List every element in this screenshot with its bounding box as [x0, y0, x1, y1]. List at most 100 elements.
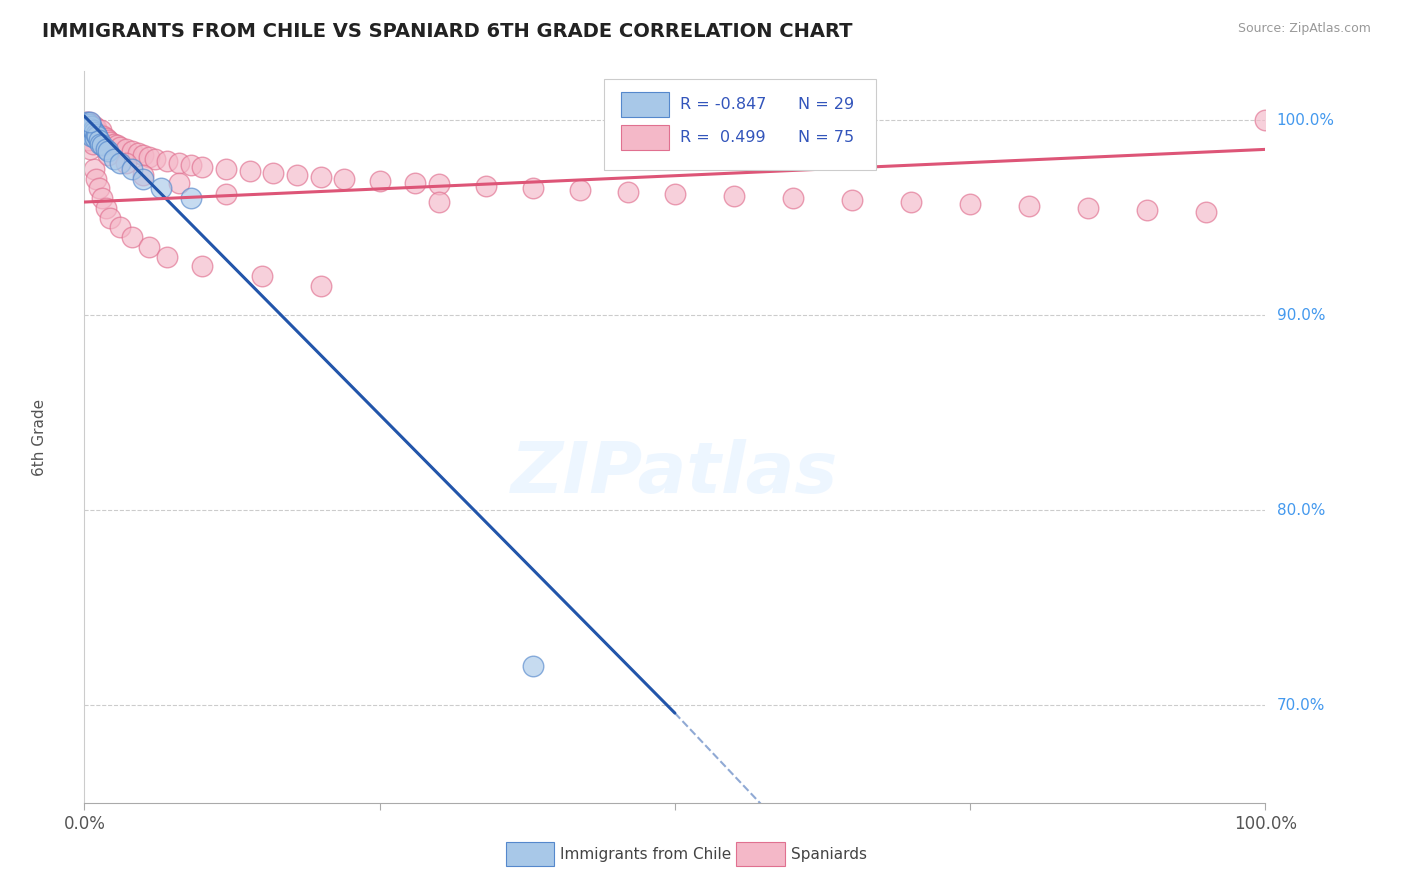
Point	[91, 191, 114, 205]
Point	[77, 123, 100, 137]
Point	[180, 191, 202, 205]
Point	[84, 127, 107, 141]
Point	[215, 161, 238, 176]
Point	[76, 117, 98, 131]
Point	[80, 117, 103, 131]
Point	[108, 156, 131, 170]
FancyBboxPatch shape	[506, 842, 554, 866]
Point	[80, 128, 103, 143]
Point	[82, 123, 104, 137]
Text: 100.0%: 100.0%	[1277, 112, 1334, 128]
Point	[79, 127, 101, 141]
Point	[664, 187, 686, 202]
Point	[75, 115, 97, 129]
Point	[83, 119, 105, 133]
Point	[84, 171, 107, 186]
Text: R = -0.847: R = -0.847	[679, 96, 766, 112]
Point	[79, 120, 101, 135]
Point	[143, 152, 166, 166]
Point	[138, 150, 160, 164]
Point	[77, 120, 100, 135]
Point	[108, 220, 131, 235]
Point	[97, 145, 120, 159]
Point	[121, 230, 143, 244]
Point	[80, 119, 103, 133]
Point	[94, 130, 117, 145]
Point	[114, 156, 136, 170]
Point	[86, 128, 108, 143]
Point	[94, 201, 117, 215]
Text: Source: ZipAtlas.com: Source: ZipAtlas.com	[1237, 22, 1371, 36]
Point	[97, 148, 120, 162]
FancyBboxPatch shape	[737, 842, 785, 866]
Point	[108, 140, 131, 154]
Point	[84, 120, 107, 135]
Point	[94, 142, 117, 156]
Point	[87, 181, 110, 195]
Point	[114, 142, 136, 156]
Point	[87, 133, 110, 147]
Point	[82, 123, 104, 137]
Point	[522, 659, 544, 673]
Point	[132, 171, 155, 186]
Point	[75, 117, 97, 131]
Point	[76, 115, 98, 129]
Point	[103, 152, 125, 166]
Point	[76, 119, 98, 133]
Point	[91, 128, 114, 143]
Point	[309, 279, 332, 293]
Text: ZIPatlas: ZIPatlas	[512, 439, 838, 508]
Point	[121, 161, 143, 176]
Text: IMMIGRANTS FROM CHILE VS SPANIARD 6TH GRADE CORRELATION CHART: IMMIGRANTS FROM CHILE VS SPANIARD 6TH GR…	[42, 22, 852, 41]
Point	[180, 158, 202, 172]
Point	[90, 123, 112, 137]
Point	[959, 197, 981, 211]
Text: 80.0%: 80.0%	[1277, 503, 1324, 517]
Text: Spaniards: Spaniards	[790, 847, 866, 862]
Text: 90.0%: 90.0%	[1277, 308, 1324, 323]
Text: Immigrants from Chile: Immigrants from Chile	[561, 847, 731, 862]
FancyBboxPatch shape	[605, 78, 876, 170]
Point	[427, 195, 450, 210]
Point	[107, 138, 129, 153]
Point	[91, 138, 114, 153]
Point	[156, 250, 179, 264]
Point	[89, 136, 111, 151]
Point	[1077, 201, 1099, 215]
Point	[150, 181, 173, 195]
Point	[569, 183, 592, 197]
Point	[84, 130, 107, 145]
Point	[97, 133, 120, 147]
Point	[1254, 113, 1277, 128]
Point	[191, 160, 214, 174]
Point	[132, 148, 155, 162]
Point	[239, 164, 262, 178]
Point	[77, 115, 100, 129]
Point	[156, 154, 179, 169]
Point	[841, 193, 863, 207]
Point	[77, 133, 100, 147]
Point	[262, 166, 284, 180]
Point	[167, 156, 190, 170]
Point	[215, 187, 238, 202]
Point	[404, 176, 426, 190]
Point	[723, 189, 745, 203]
Point	[103, 136, 125, 151]
Point	[132, 168, 155, 182]
Point	[138, 240, 160, 254]
Point	[191, 260, 214, 274]
Point	[84, 125, 107, 139]
Point	[83, 161, 105, 176]
FancyBboxPatch shape	[620, 92, 669, 117]
Point	[79, 120, 101, 135]
Point	[1195, 204, 1218, 219]
Point	[79, 142, 101, 156]
Point	[900, 195, 922, 210]
Point	[782, 191, 804, 205]
Text: N = 75: N = 75	[797, 129, 853, 145]
Text: N = 29: N = 29	[797, 96, 853, 112]
Point	[1018, 199, 1040, 213]
Point	[1136, 202, 1159, 217]
Point	[77, 119, 100, 133]
Point	[87, 127, 110, 141]
